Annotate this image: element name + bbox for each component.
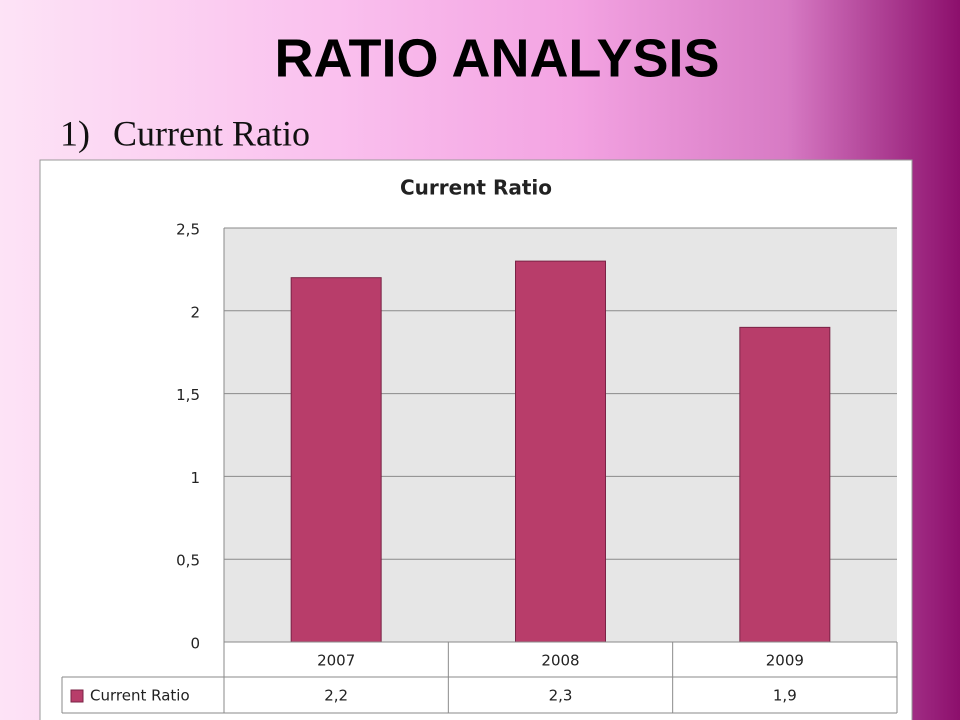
slide-title: RATIO ANALYSIS [274, 28, 719, 88]
y-tick-label: 2 [190, 303, 200, 321]
legend-key [70, 689, 84, 703]
bar [290, 277, 382, 643]
x-tick-label: 2009 [766, 652, 804, 670]
chart-title: Current Ratio [400, 176, 552, 200]
data-label: 1,9 [773, 687, 797, 705]
x-tick-label: 2008 [541, 652, 579, 670]
legend-label: Current Ratio [90, 687, 190, 705]
x-tick-label: 2007 [317, 652, 355, 670]
bar [515, 260, 606, 643]
y-tick-label: 0 [190, 635, 200, 653]
list-number: 1) [60, 113, 90, 153]
y-tick-label: 1,5 [176, 386, 200, 404]
data-label: 2,3 [549, 687, 573, 705]
data-label: 2,2 [324, 687, 348, 705]
y-tick-label: 1 [190, 469, 200, 487]
bar [739, 326, 831, 643]
y-tick-label: 0,5 [176, 552, 200, 570]
list-text: Current Ratio [113, 113, 310, 153]
y-tick-label: 2,5 [176, 221, 200, 239]
